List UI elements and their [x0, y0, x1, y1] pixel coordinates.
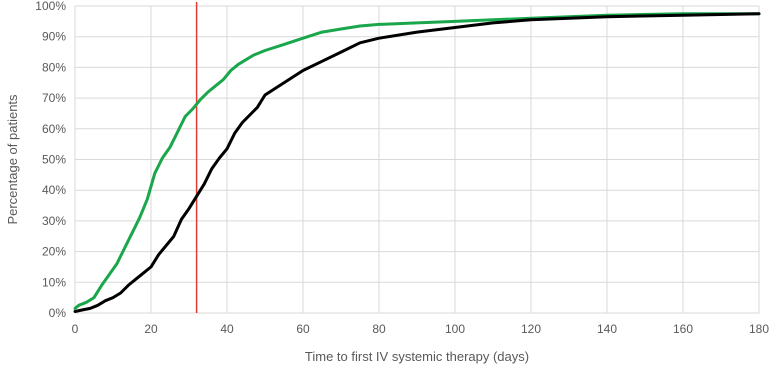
series-line-2	[73, 12, 761, 313]
x-tick-label: 60	[296, 322, 310, 336]
y-tick-label: 0%	[49, 306, 67, 320]
y-tick-label: 50%	[42, 153, 66, 167]
x-tick-label: 40	[220, 322, 234, 336]
x-tick-label: 20	[144, 322, 158, 336]
y-tick-label: 90%	[42, 30, 66, 44]
x-axis-title: Time to first IV systemic therapy (days)	[305, 349, 529, 364]
y-tick-label: 80%	[42, 60, 66, 74]
series-lines	[73, 12, 761, 313]
x-tick-label: 160	[673, 322, 693, 336]
y-tick-label: 20%	[42, 245, 66, 259]
y-tick-label: 40%	[42, 183, 66, 197]
x-tick-label: 140	[597, 322, 617, 336]
x-tick-label: 120	[521, 322, 541, 336]
series-line-1	[73, 12, 761, 310]
x-tick-label: 100	[445, 322, 465, 336]
x-tick-label: 180	[749, 322, 769, 336]
y-axis-title: Percentage of patients	[5, 94, 20, 225]
x-tick-label: 80	[372, 322, 386, 336]
y-axis-ticks: 0% 10% 20% 30% 40% 50% 60% 70% 80% 90% 100%	[35, 0, 66, 320]
x-tick-label: 0	[72, 322, 79, 336]
y-tick-label: 10%	[42, 275, 66, 289]
x-axis-ticks: 0 20 40 60 80 100 120 140 160 180	[72, 322, 770, 336]
y-tick-label: 100%	[35, 0, 66, 13]
y-tick-label: 30%	[42, 214, 66, 228]
y-tick-label: 60%	[42, 122, 66, 136]
y-tick-label: 70%	[42, 91, 66, 105]
gridlines	[74, 5, 760, 314]
